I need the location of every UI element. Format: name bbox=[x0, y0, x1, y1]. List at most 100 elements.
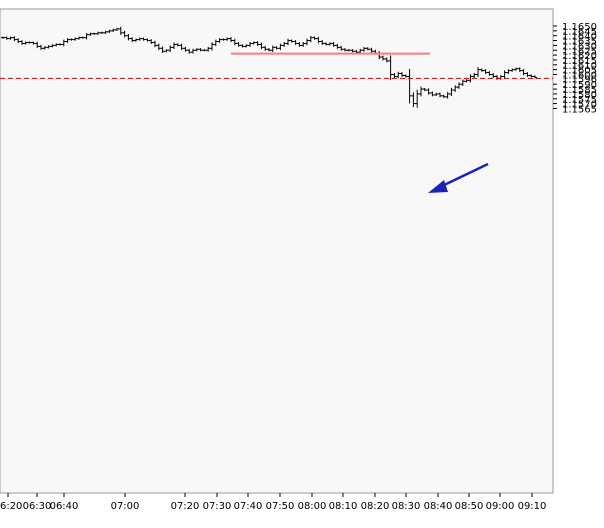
y-tick-label: 1.1575 bbox=[562, 95, 597, 106]
y-tick-label: 1.1640 bbox=[562, 32, 597, 43]
price-bar bbox=[183, 46, 188, 52]
price-bar bbox=[430, 91, 435, 97]
price-bar bbox=[491, 73, 496, 78]
x-tick-label: 09:10 bbox=[518, 501, 547, 512]
price-bar bbox=[263, 45, 268, 51]
y-tick-label: 1.1620 bbox=[562, 51, 597, 62]
price-bar bbox=[312, 36, 317, 40]
price-bar bbox=[172, 42, 176, 50]
price-bar bbox=[407, 68, 412, 104]
price-bar bbox=[339, 45, 344, 51]
price-bar bbox=[369, 47, 374, 53]
price-bar bbox=[248, 42, 252, 47]
price-bar bbox=[130, 37, 135, 43]
price-bar bbox=[521, 68, 526, 76]
price-bar bbox=[244, 44, 249, 48]
price-bar bbox=[514, 67, 518, 71]
price-bar bbox=[164, 49, 169, 53]
x-tick-label: 06:30 bbox=[23, 501, 52, 512]
y-tick-label: 1.1650 bbox=[562, 22, 597, 33]
price-bar bbox=[297, 42, 302, 47]
price-bar bbox=[42, 46, 47, 50]
price-bar bbox=[187, 48, 192, 54]
price-bar bbox=[331, 42, 336, 47]
price-bar bbox=[23, 41, 28, 45]
price-bar bbox=[335, 43, 340, 49]
price-bar bbox=[270, 45, 275, 53]
price-bar bbox=[415, 89, 420, 108]
y-tick-label: 1.1585 bbox=[562, 85, 597, 96]
price-bar bbox=[103, 30, 108, 34]
price-bar bbox=[175, 43, 180, 47]
x-tick-label: 06:20 bbox=[0, 501, 22, 512]
price-bar bbox=[400, 72, 404, 77]
price-bar bbox=[384, 57, 389, 63]
price-bar bbox=[240, 44, 245, 48]
x-tick-label: 06:40 bbox=[50, 501, 79, 512]
price-bar bbox=[61, 39, 66, 47]
price-bar bbox=[96, 31, 100, 35]
x-tick-label: 08:40 bbox=[424, 501, 453, 512]
price-bar bbox=[16, 38, 21, 43]
price-bar bbox=[160, 46, 165, 54]
price-bar bbox=[396, 71, 401, 79]
price-bar bbox=[502, 70, 507, 79]
price-bar bbox=[324, 42, 328, 46]
price-bar bbox=[50, 44, 55, 48]
price-bar bbox=[441, 94, 446, 98]
price-bar bbox=[327, 42, 332, 46]
price-bar bbox=[27, 41, 32, 44]
price-bar bbox=[111, 28, 116, 32]
price-bar bbox=[8, 36, 13, 40]
price-bar bbox=[517, 67, 522, 73]
price-bar bbox=[20, 40, 24, 45]
price-bar bbox=[134, 38, 138, 42]
price-bar bbox=[107, 29, 112, 33]
price-bar bbox=[453, 85, 458, 92]
price-bar bbox=[346, 49, 351, 52]
x-tick-label: 07:20 bbox=[171, 501, 200, 512]
price-bar bbox=[457, 82, 461, 89]
price-bar bbox=[31, 41, 36, 45]
price-bar bbox=[426, 88, 431, 95]
price-bar bbox=[202, 49, 207, 52]
x-tick-label: 07:00 bbox=[111, 501, 140, 512]
price-bar bbox=[403, 74, 408, 78]
price-bar bbox=[362, 46, 366, 52]
price-bar bbox=[153, 40, 157, 48]
y-tick-label: 1.1570 bbox=[562, 100, 597, 111]
price-bar bbox=[381, 55, 385, 61]
price-bar bbox=[54, 43, 59, 47]
price-bar bbox=[217, 38, 222, 43]
y-tick-label: 1.1590 bbox=[562, 80, 597, 91]
price-bar bbox=[232, 38, 237, 46]
price-bar bbox=[422, 87, 427, 92]
price-bar bbox=[1, 36, 5, 39]
price-bar bbox=[99, 31, 104, 34]
price-bar bbox=[255, 41, 260, 46]
price-bar bbox=[126, 33, 131, 41]
price-bar bbox=[529, 74, 534, 78]
current-price-label-bg bbox=[556, 305, 600, 318]
y-tick-label: 1.1580 bbox=[562, 90, 597, 101]
x-tick-label: 08:20 bbox=[361, 501, 390, 512]
price-bar bbox=[464, 79, 469, 83]
price-bar bbox=[229, 37, 233, 43]
y-tick-label: 1.1610 bbox=[562, 61, 597, 72]
price-bar bbox=[168, 45, 173, 53]
price-bar bbox=[483, 69, 488, 75]
price-bars bbox=[1, 26, 537, 108]
price-bar bbox=[259, 42, 264, 50]
y-tick-label: 1.1635 bbox=[562, 37, 597, 48]
price-bar bbox=[12, 36, 17, 42]
price-bar bbox=[210, 42, 214, 51]
price-bar bbox=[301, 42, 306, 47]
price-bar bbox=[308, 35, 313, 43]
price-bar bbox=[251, 41, 256, 45]
price-bar bbox=[65, 38, 70, 43]
plot-background bbox=[0, 8, 554, 494]
price-bar bbox=[225, 37, 230, 41]
y-tick-label: 1.1600 bbox=[562, 71, 597, 82]
price-bar bbox=[191, 48, 195, 54]
